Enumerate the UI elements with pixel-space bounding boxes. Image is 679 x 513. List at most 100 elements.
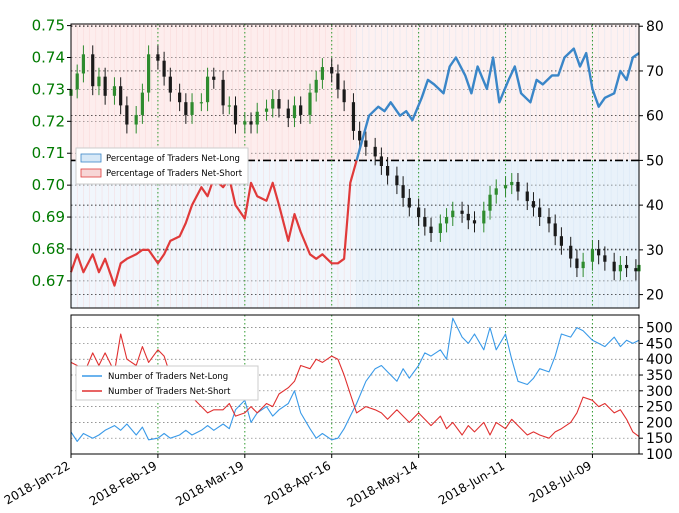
price-candle-body [488,194,492,211]
top-legend-box [75,147,249,185]
price-candle-body [271,98,275,109]
price-candle-body [358,130,362,141]
price-candle-body [156,54,160,61]
price-candle-body [103,76,107,96]
price-candle-body [364,140,368,147]
price-candle-body [336,73,340,90]
price-candle-body [417,207,421,218]
bottom-right-tick-label: 200 [646,415,673,431]
right-tick-label: 20 [646,288,664,304]
bottom-legend: Number of Traders Net-Long Number of Tra… [75,365,259,401]
price-candle-body [314,79,318,93]
price-candle-body [575,258,579,269]
price-candle-body [525,191,529,202]
legend-label-net-long: Percentage of Traders Net-Long [106,154,240,164]
price-candle-body [547,217,551,224]
x-tick-label: 2018-Feb-19 [87,458,160,508]
price-candle-body [438,223,442,234]
price-candle-body [221,79,225,106]
price-candle-body [75,73,79,90]
price-candles [69,45,641,281]
price-candle-body [559,236,564,246]
net-long-count-line [70,317,640,442]
price-candle-body [444,217,449,224]
price-candle-body [385,166,390,176]
price-candle-body [503,185,508,189]
left-tick-label: 0.75 [32,17,65,35]
price-candle-body [342,89,346,103]
price-candle-body [178,92,182,103]
left-tick-label: 0.74 [32,49,65,67]
left-tick-label: 0.69 [32,208,65,226]
bottom-count-lines [70,317,640,442]
x-tick-label: 2018-Jun-11 [436,458,507,507]
net-long-shade-lower [356,160,639,308]
x-tick-label: 2018-Jan-22 [2,458,73,507]
right-percent-axis: 20 30 40 50 60 70 80 [639,19,664,304]
price-candle-body [134,114,138,125]
price-candle-body [264,108,269,112]
bottom-right-tick-label: 450 [646,336,673,352]
price-candle-body [494,188,498,195]
bottom-right-tick-label: 100 [646,447,673,463]
bottom-right-tick-label: 300 [646,384,673,400]
left-tick-label: 0.72 [32,112,65,130]
price-candle-body [97,76,101,87]
bottom-right-tick-label: 250 [646,400,673,416]
price-candle-body [255,111,259,125]
left-tick-label: 0.73 [32,80,65,98]
legend-label-count-long: Number of Traders Net-Long [108,372,228,382]
price-candle-body [460,210,464,214]
right-tick-label: 50 [646,153,664,169]
price-candle-body [146,54,151,93]
price-candle-body [140,92,144,115]
left-tick-label: 0.68 [32,240,65,258]
price-candle-body [168,76,172,93]
x-tick-label: 2018-Jul-09 [527,458,594,505]
right-tick-label: 80 [646,19,664,35]
price-candle-body [373,146,377,157]
left-tick-label: 0.71 [32,144,65,162]
price-candle-body [299,105,303,115]
bottom-legend-box [75,365,259,401]
price-candle-body [91,54,95,87]
price-candle-body [553,223,557,237]
price-candle-body [624,264,629,269]
x-tick-label: 2018-Mar-19 [173,458,246,508]
price-candle-body [199,102,203,104]
price-candle-body [472,220,477,224]
price-candle-body [162,60,166,77]
price-candle-body [249,121,253,125]
bottom-plot-frame [70,314,640,455]
price-candle-body [330,67,334,74]
right-tick-label: 60 [646,109,664,125]
price-candle-body [395,175,399,186]
price-candle-body [379,156,383,166]
price-candle-body [351,102,356,131]
price-candle-body [516,181,520,192]
legend-label-count-short: Number of Traders Net-Short [108,387,231,397]
price-candle-body [190,102,194,115]
right-tick-label: 40 [646,198,664,214]
price-candle-body [597,248,601,256]
top-plot-frame [70,23,640,309]
price-candle-body [227,105,231,107]
price-candle-body [451,210,455,218]
price-candle-body [510,181,514,186]
price-candle-body [423,217,427,227]
price-candle-body [125,105,129,125]
x-date-axis: 2018-Jan-22 2018-Feb-19 2018-Mar-19 2018-Ap… [2,454,594,510]
top-sentiment-fill [70,24,639,308]
price-candle-body [466,213,470,221]
price-candle-body [581,261,585,269]
top-legend: Percentage of Traders Net-Long Percentag… [75,147,249,185]
price-candle-body [112,86,117,96]
price-candle-body [538,207,542,218]
x-tick-label: 2018-May-14 [345,458,420,510]
net-long-percent-line [355,47,640,161]
net-short-count-line [70,333,640,439]
price-sentiment-panel: 0.67 0.68 0.69 0.70 0.71 0.72 0.73 0.74 0.75 20 3… [32,17,664,309]
price-candle-body [618,264,622,272]
